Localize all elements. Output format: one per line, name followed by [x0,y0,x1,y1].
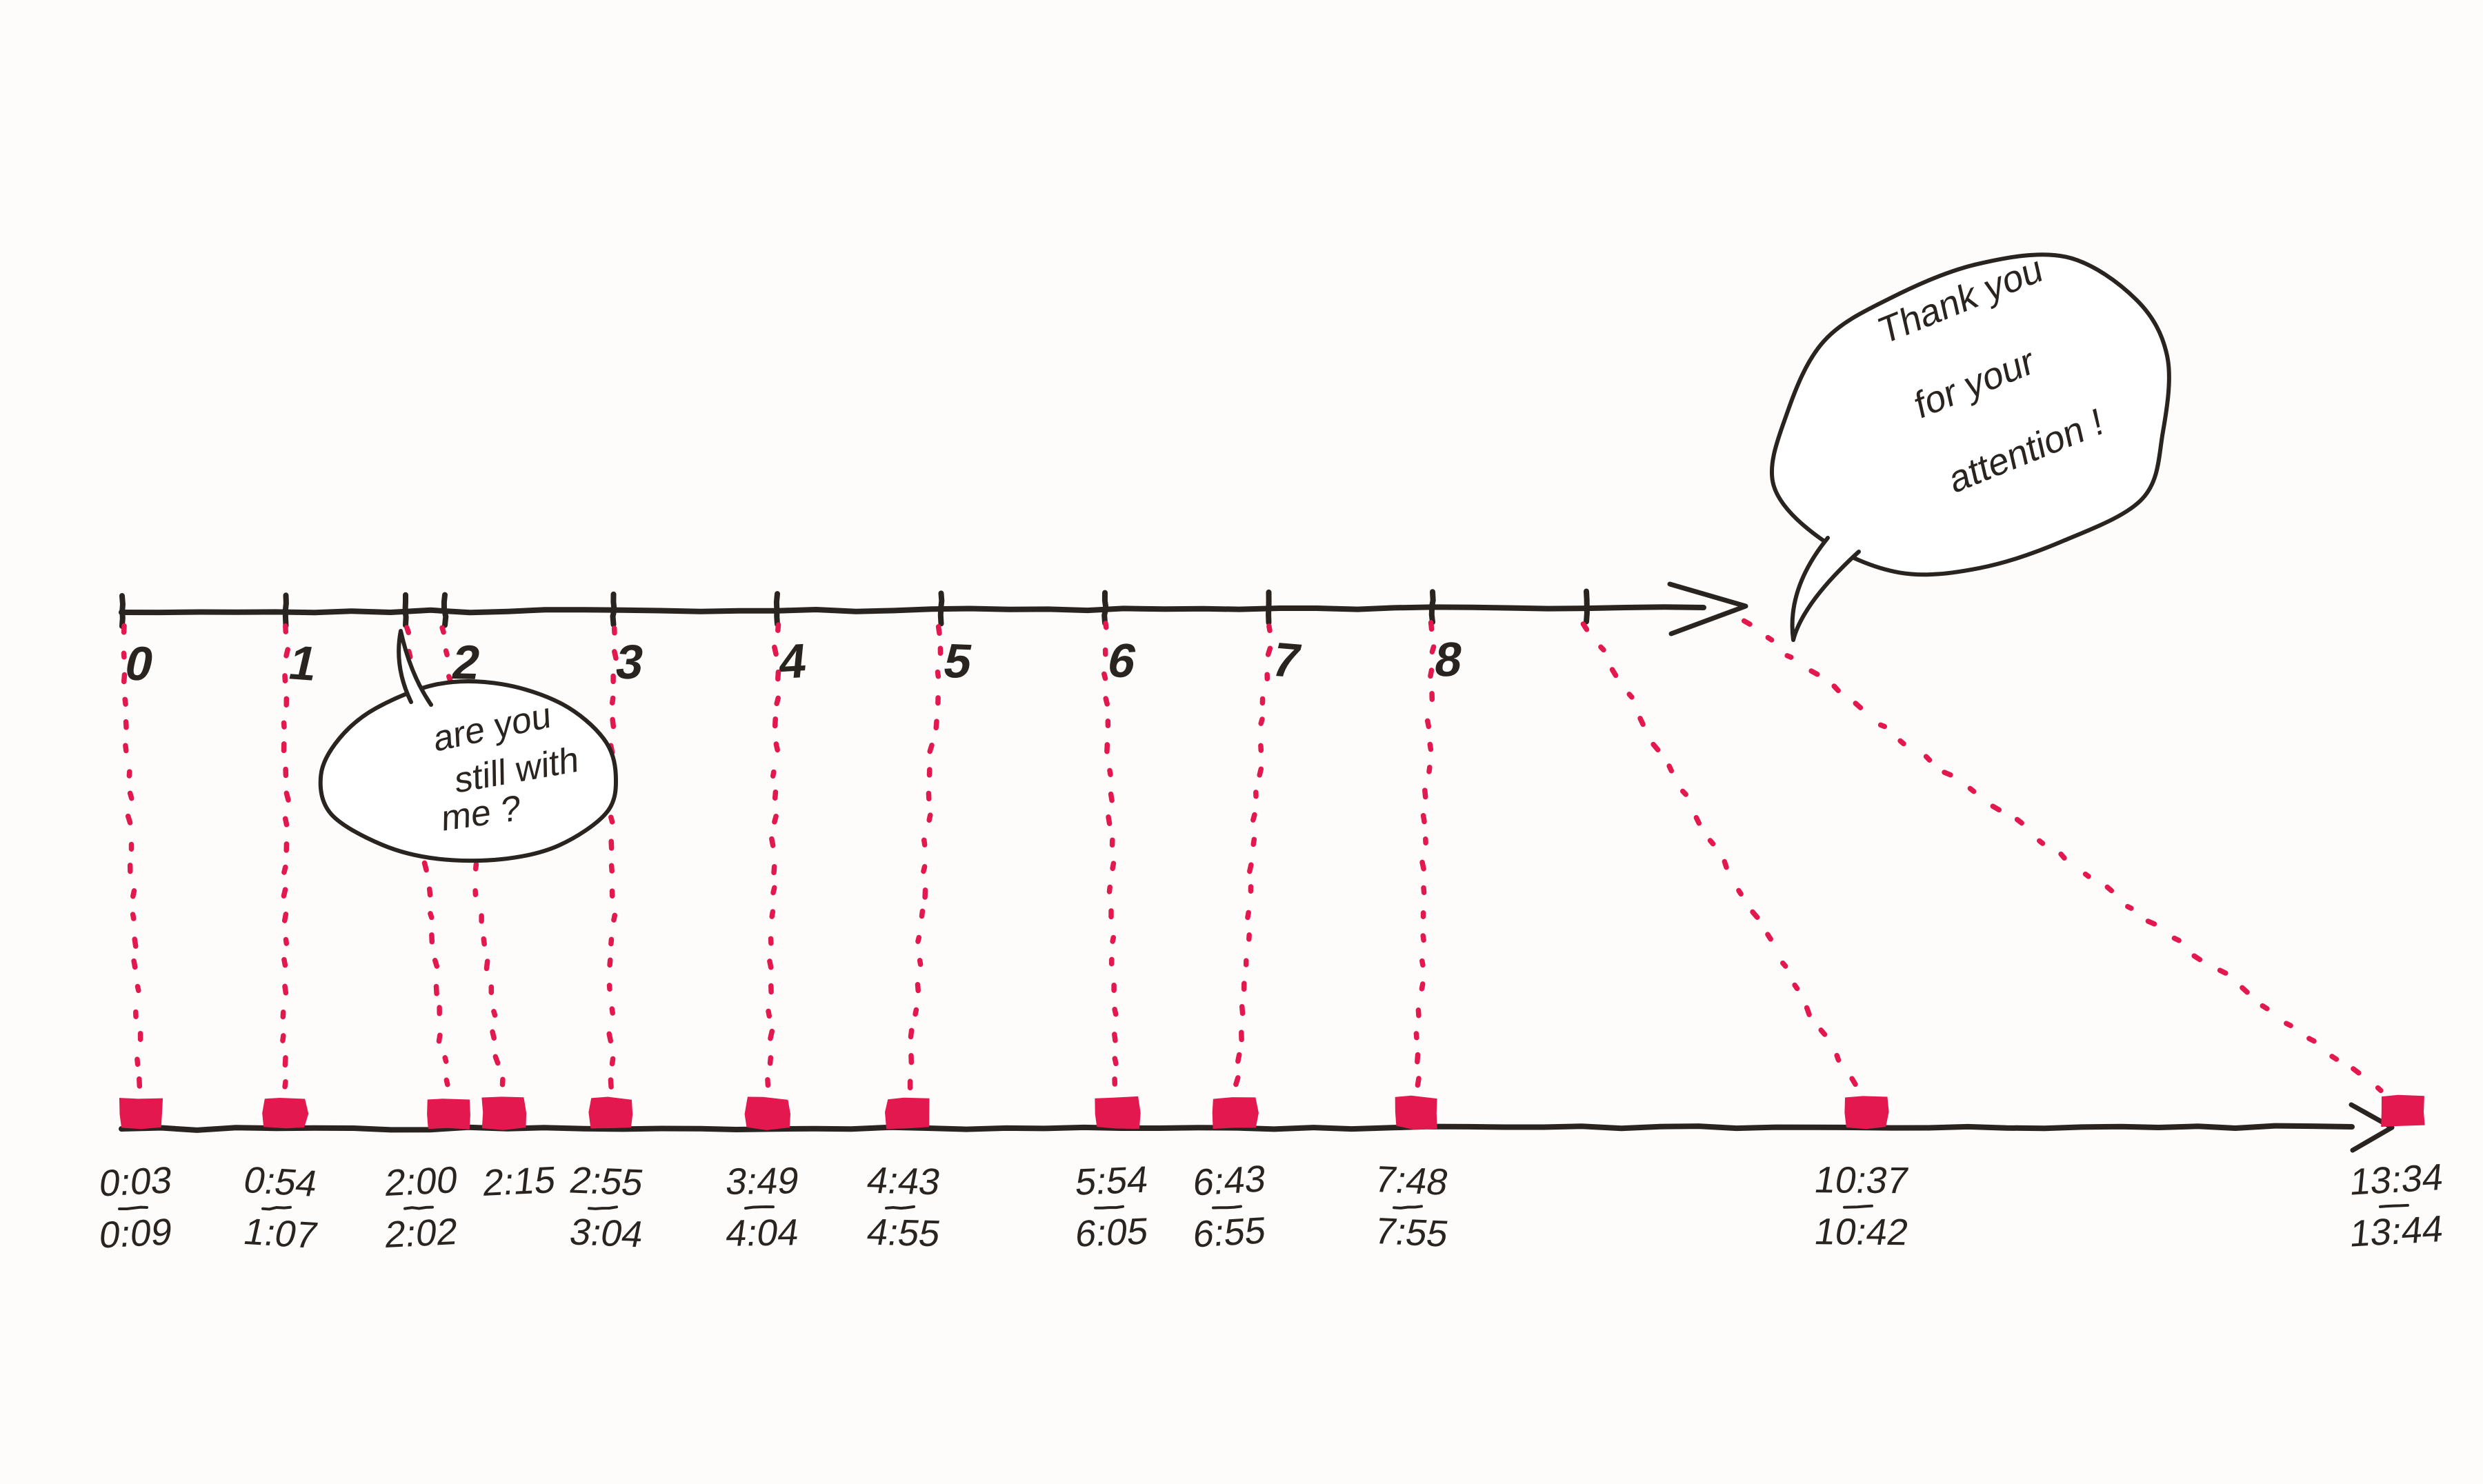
svg-text:6:43: 6:43 [1191,1157,1268,1203]
svg-text:1:07: 1:07 [240,1210,321,1256]
svg-text:3:49: 3:49 [724,1159,802,1202]
svg-text:0:03: 0:03 [97,1159,174,1204]
svg-text:2:00: 2:00 [383,1159,460,1204]
svg-text:7:55: 7:55 [1371,1210,1452,1255]
svg-text:4: 4 [777,633,809,689]
svg-text:6:05: 6:05 [1073,1210,1150,1255]
svg-text:5:54: 5:54 [1073,1159,1150,1203]
svg-text:0:09: 0:09 [97,1210,174,1256]
svg-text:13:34: 13:34 [2348,1156,2445,1203]
svg-text:7:48: 7:48 [1371,1159,1452,1203]
svg-text:2:02: 2:02 [383,1210,460,1256]
svg-text:6:55: 6:55 [1191,1209,1268,1255]
svg-text:4:04: 4:04 [724,1211,802,1254]
svg-text:3:04: 3:04 [566,1211,647,1255]
svg-text:2:55: 2:55 [566,1159,647,1203]
svg-text:13:44: 13:44 [2348,1207,2445,1255]
svg-text:10:37: 10:37 [1811,1159,1911,1201]
svg-text:0:54: 0:54 [240,1159,321,1204]
svg-text:2:15: 2:15 [481,1159,558,1204]
svg-text:10:42: 10:42 [1811,1210,1911,1253]
svg-text:4:55: 4:55 [864,1211,944,1254]
svg-text:4:43: 4:43 [864,1159,944,1203]
